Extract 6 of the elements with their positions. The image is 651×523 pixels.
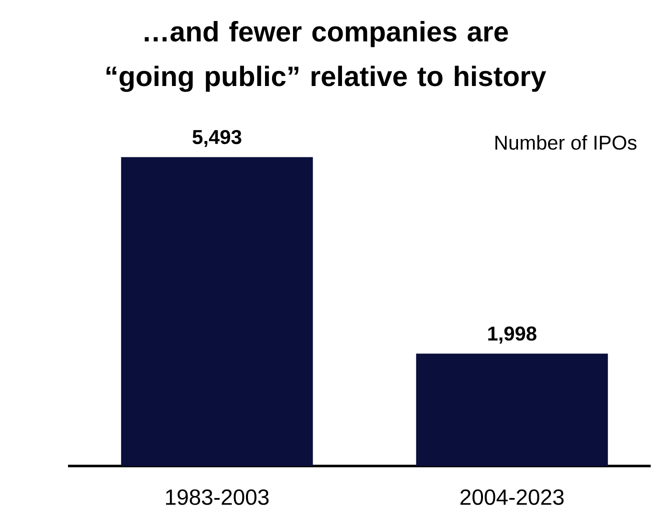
x-tick-label: 2004-2023 [460,489,564,505]
x-tick-label: 1983-2003 [166,489,269,505]
data-label: 1,998 [488,326,536,344]
chart-title: …and fewer companies are “going public” relative to history [106,21,546,92]
data-label: 5,493 [192,130,242,148]
text: Number of IPOs [495,135,636,150]
